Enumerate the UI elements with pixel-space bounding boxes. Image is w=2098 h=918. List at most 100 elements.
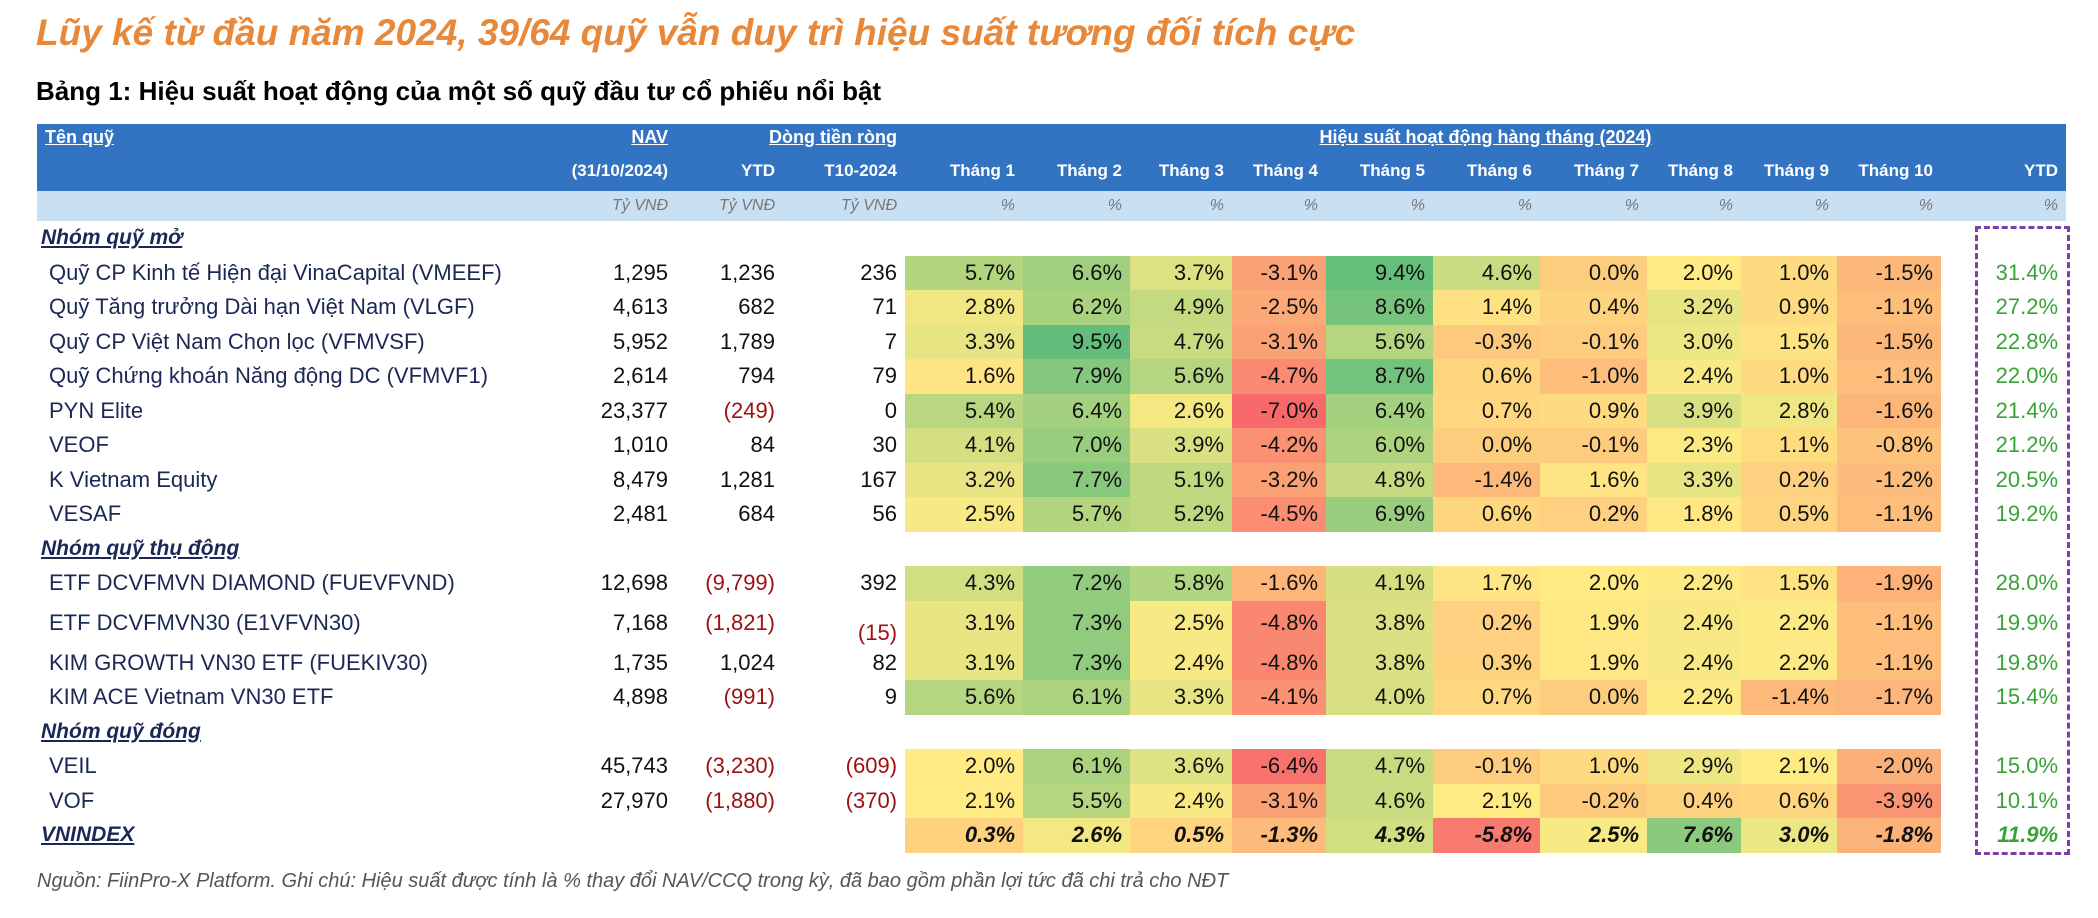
heat-cell: 3.9% xyxy=(1647,393,1742,428)
heat-cell: 0.6% xyxy=(1433,359,1541,394)
number-cell: 1,789 xyxy=(719,328,775,354)
unit-row: Tỷ VNĐ Tỷ VNĐ Tỷ VNĐ%%%%%%%%%%% xyxy=(37,191,2067,221)
heat-cell: 9.4% xyxy=(1326,255,1434,290)
number-cell: 84 xyxy=(750,432,775,458)
heat-cell: 2.2% xyxy=(1647,566,1742,601)
heat-cell: 3.7% xyxy=(1130,255,1233,290)
heat-cell: 5.6% xyxy=(1130,359,1233,394)
heat-cell: -1.1% xyxy=(1837,290,1942,325)
heat-cell: 2.8% xyxy=(1741,393,1838,428)
fund-row: Quỹ Tăng trưởng Dài hạn Việt Nam (VLGF) 4… xyxy=(37,290,2066,325)
heat-cell: -1.6% xyxy=(1837,393,1942,428)
header-cell: Tháng 5 xyxy=(1326,151,1434,191)
heat-cell: 2.0% xyxy=(1647,255,1742,290)
group-label: Nhóm quỹ đóng xyxy=(41,719,201,743)
heat-cell: 9.5% xyxy=(1023,324,1131,359)
heat-cell: 4.3% xyxy=(905,566,1024,601)
number-cell: 82 xyxy=(872,649,898,675)
fund-name: ETF DCVFMVN DIAMOND (FUEVFVND) xyxy=(49,570,455,596)
header-cell: Tháng 7 xyxy=(1540,151,1648,191)
fund-row: KIM GROWTH VN30 ETF (FUEKIV30) 1,735 1,024… xyxy=(37,645,2066,680)
heat-cell: 1.0% xyxy=(1741,359,1838,394)
heat-cell: -1.7% xyxy=(1837,680,1942,715)
heat-cell: 6.1% xyxy=(1023,680,1131,715)
heat-cell: 2.4% xyxy=(1130,645,1233,680)
number-cell: 5,952 xyxy=(612,328,668,354)
heat-cell: -1.1% xyxy=(1837,497,1942,532)
header-cell: (31/10/2024) xyxy=(562,151,676,191)
heat-cell: -3.2% xyxy=(1232,462,1327,497)
heat-cell: 1.5% xyxy=(1741,324,1838,359)
number-cell: 1,024 xyxy=(719,649,775,675)
heat-cell: 0.2% xyxy=(1540,497,1648,532)
number-cell: 1,010 xyxy=(612,432,668,458)
number-cell: (3,230) xyxy=(705,753,775,779)
heat-cell: 2.0% xyxy=(1540,566,1648,601)
fund-row: KIM ACE Vietnam VN30 ETF 4,898 (991) 9 5.6% 6… xyxy=(37,680,2066,715)
header-cell: Tháng 8 xyxy=(1647,151,1742,191)
heat-cell: 7.7% xyxy=(1023,462,1131,497)
heat-cell: -2.5% xyxy=(1232,290,1327,325)
heat-cell: 0.7% xyxy=(1433,680,1541,715)
heat-cell: -1.1% xyxy=(1837,600,1942,646)
heat-cell: 1.0% xyxy=(1741,255,1838,290)
number-cell: 1,236 xyxy=(719,259,775,285)
number-cell: 236 xyxy=(860,259,898,285)
fund-name: VEOF xyxy=(49,432,109,458)
heat-cell: 0.0% xyxy=(1433,428,1541,463)
header-cell xyxy=(1941,151,1982,191)
heat-cell: -1.2% xyxy=(1837,462,1942,497)
fund-name: ETF DCVFMVN30 (E1VFVN30) xyxy=(49,610,361,635)
fund-name: Quỹ CP Việt Nam Chọn lọc (VFMVSF) xyxy=(49,328,425,354)
ytd-cell: 10.1% xyxy=(1995,787,2059,813)
heat-cell: -5.8% xyxy=(1433,818,1541,853)
number-cell: 1,735 xyxy=(612,649,668,675)
number-cell: 682 xyxy=(738,294,775,320)
heat-cell: 2.0% xyxy=(905,749,1024,784)
heat-cell: 4.7% xyxy=(1326,749,1434,784)
heat-cell: 2.5% xyxy=(1130,600,1233,646)
number-cell: 23,377 xyxy=(600,397,668,423)
heat-cell: 2.6% xyxy=(1130,393,1233,428)
heat-cell: 5.7% xyxy=(905,255,1024,290)
group-row: Nhóm quỹ đóng xyxy=(37,715,2066,750)
number-cell: 30 xyxy=(872,432,898,458)
heat-cell: 6.6% xyxy=(1023,255,1131,290)
heat-cell: 4.6% xyxy=(1326,783,1434,818)
fund-name: KIM GROWTH VN30 ETF (FUEKIV30) xyxy=(49,649,428,675)
heat-cell: -4.1% xyxy=(1232,680,1327,715)
heat-cell: -0.1% xyxy=(1540,324,1648,359)
heat-cell: 2.9% xyxy=(1647,749,1742,784)
fund-row: Quỹ CP Việt Nam Chọn lọc (VFMVSF) 5,952 1,… xyxy=(37,324,2066,359)
heat-cell: 2.2% xyxy=(1741,600,1838,646)
group-label: Nhóm quỹ mở xyxy=(41,226,183,250)
header-cell: Tháng 2 xyxy=(1023,151,1131,191)
number-cell: (1,821) xyxy=(705,610,775,635)
heat-cell: -0.8% xyxy=(1837,428,1942,463)
index-label: VNINDEX xyxy=(41,823,135,847)
heat-cell: -3.1% xyxy=(1232,255,1327,290)
heat-cell: 7.0% xyxy=(1023,428,1131,463)
heat-cell: -3.1% xyxy=(1232,783,1327,818)
fund-row: VOF 27,970 (1,880) (370) 2.1% 5.5% 2.4% -3.1% 4.… xyxy=(37,783,2066,818)
heat-cell: 2.5% xyxy=(1540,818,1648,853)
heat-cell: -2.0% xyxy=(1837,749,1942,784)
header-cell: YTD xyxy=(1981,151,2067,191)
heat-cell: 2.1% xyxy=(1433,783,1541,818)
fund-name: VEIL xyxy=(49,753,97,779)
fund-name: Quỹ Chứng khoán Năng động DC (VFMVF1) xyxy=(49,363,489,389)
ytd-cell: 11.9% xyxy=(1997,822,2059,848)
heat-cell: 8.6% xyxy=(1326,290,1434,325)
heat-cell: 3.8% xyxy=(1326,645,1434,680)
ytd-cell: 28.0% xyxy=(1995,570,2059,596)
ytd-cell: 19.9% xyxy=(1995,610,2059,635)
number-cell: 392 xyxy=(860,570,898,596)
heat-cell: 3.3% xyxy=(905,324,1024,359)
number-cell: 4,898 xyxy=(612,684,668,710)
fund-name: VOF xyxy=(49,787,95,813)
header-cell: Tháng 3 xyxy=(1130,151,1233,191)
heat-cell: -1.9% xyxy=(1837,566,1942,601)
number-cell: 8,479 xyxy=(612,466,668,492)
header-cell: T10-2024 xyxy=(783,151,906,191)
